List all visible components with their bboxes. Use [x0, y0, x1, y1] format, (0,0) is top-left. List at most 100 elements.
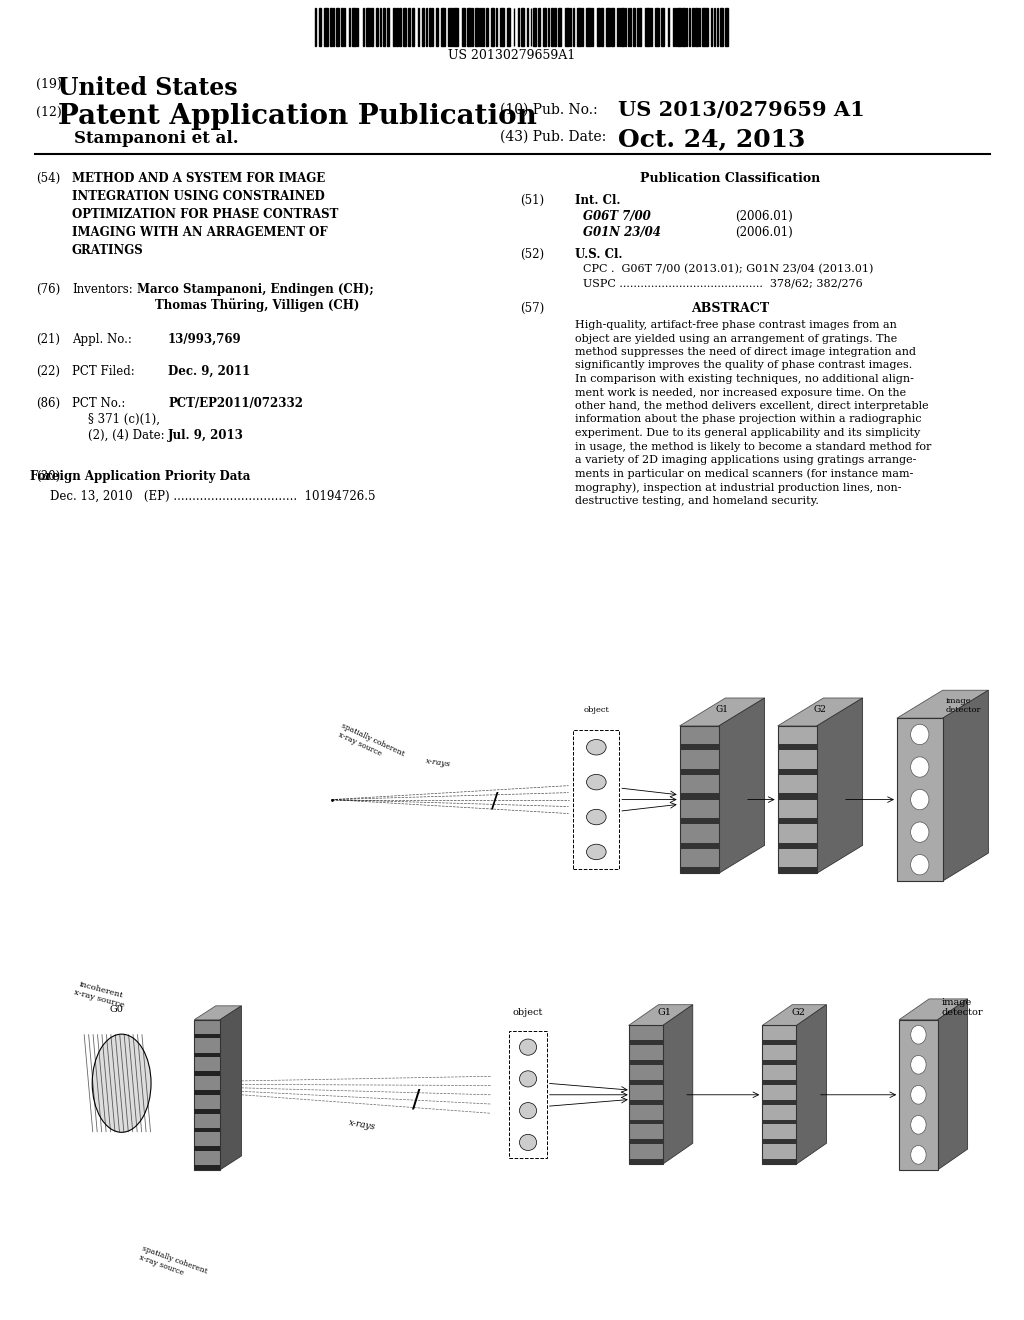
Text: G0: G0: [110, 1005, 123, 1014]
Text: (76): (76): [36, 282, 60, 296]
Text: (19): (19): [36, 78, 61, 91]
Text: Dec. 9, 2011: Dec. 9, 2011: [168, 366, 250, 378]
Bar: [422, 8, 424, 46]
Bar: [601, 8, 603, 46]
Bar: [387, 8, 389, 46]
Bar: [436, 8, 438, 46]
Text: (51): (51): [520, 194, 544, 207]
Bar: [366, 8, 370, 46]
Text: In comparison with existing techniques, no additional align-: In comparison with existing techniques, …: [575, 374, 913, 384]
Bar: [453, 8, 458, 46]
Polygon shape: [762, 1040, 797, 1045]
Text: 13/993,769: 13/993,769: [168, 333, 242, 346]
Text: § 371 (c)(1),: § 371 (c)(1),: [88, 413, 160, 426]
Text: PCT/EP2011/072332: PCT/EP2011/072332: [168, 397, 303, 411]
Bar: [490, 8, 494, 46]
Text: (30): (30): [36, 470, 60, 483]
Text: Thomas Thüring, Villigen (CH): Thomas Thüring, Villigen (CH): [155, 298, 359, 312]
Ellipse shape: [910, 725, 929, 744]
Bar: [475, 8, 477, 46]
Bar: [668, 8, 670, 46]
Bar: [587, 8, 591, 46]
Bar: [616, 8, 618, 46]
Bar: [440, 8, 445, 46]
Ellipse shape: [519, 1071, 537, 1086]
Ellipse shape: [910, 1085, 926, 1104]
Text: (12): (12): [36, 106, 61, 119]
Bar: [705, 8, 709, 46]
Polygon shape: [762, 1159, 797, 1164]
Polygon shape: [629, 1159, 663, 1164]
Text: Dec. 13, 2010   (EP) .................................  10194726.5: Dec. 13, 2010 (EP) .....................…: [50, 490, 376, 503]
Text: method suppresses the need of direct image integration and: method suppresses the need of direct ima…: [575, 347, 916, 356]
Ellipse shape: [910, 1026, 926, 1044]
Polygon shape: [195, 1127, 220, 1133]
Polygon shape: [629, 1026, 663, 1164]
Text: (57): (57): [520, 302, 544, 315]
Bar: [496, 8, 498, 46]
Polygon shape: [897, 718, 943, 880]
Text: experiment. Due to its general applicability and its simplicity: experiment. Due to its general applicabi…: [575, 428, 921, 438]
Polygon shape: [629, 1139, 663, 1144]
Polygon shape: [680, 726, 719, 874]
Bar: [451, 8, 452, 46]
Polygon shape: [680, 842, 719, 849]
Bar: [426, 8, 427, 46]
Bar: [534, 8, 537, 46]
Text: (21): (21): [36, 333, 60, 346]
Bar: [521, 8, 524, 46]
Bar: [383, 8, 385, 46]
Text: Patent Application Publication: Patent Application Publication: [58, 103, 537, 129]
Ellipse shape: [587, 809, 606, 825]
Polygon shape: [680, 768, 719, 775]
Bar: [645, 8, 649, 46]
Polygon shape: [719, 698, 765, 874]
Polygon shape: [680, 818, 719, 824]
Bar: [633, 8, 636, 46]
Polygon shape: [629, 1119, 663, 1125]
Polygon shape: [899, 1019, 938, 1170]
Polygon shape: [195, 1034, 220, 1039]
Polygon shape: [797, 1005, 826, 1164]
Polygon shape: [897, 690, 988, 718]
Bar: [356, 8, 358, 46]
Bar: [701, 8, 703, 46]
Polygon shape: [680, 698, 765, 726]
Text: U.S. Cl.: U.S. Cl.: [575, 248, 623, 261]
Polygon shape: [777, 744, 817, 751]
Bar: [330, 8, 332, 46]
Text: significantly improves the quality of phase contrast images.: significantly improves the quality of ph…: [575, 360, 912, 371]
Polygon shape: [777, 867, 817, 874]
Ellipse shape: [519, 1134, 537, 1151]
Text: /: /: [412, 1088, 420, 1111]
Bar: [577, 8, 581, 46]
Text: a variety of 2D imaging applications using gratings arrange-: a variety of 2D imaging applications usi…: [575, 455, 916, 465]
Text: Inventors:: Inventors:: [72, 282, 133, 296]
Polygon shape: [762, 1005, 826, 1026]
Polygon shape: [629, 1080, 663, 1085]
Text: High-quality, artifact-free phase contrast images from an: High-quality, artifact-free phase contra…: [575, 319, 897, 330]
Ellipse shape: [910, 1056, 926, 1074]
Bar: [318, 8, 321, 46]
Polygon shape: [777, 842, 817, 849]
Ellipse shape: [519, 1102, 537, 1119]
Polygon shape: [195, 1146, 220, 1151]
Polygon shape: [777, 793, 817, 800]
Bar: [413, 8, 415, 46]
Bar: [396, 8, 398, 46]
Bar: [639, 8, 641, 46]
Polygon shape: [680, 793, 719, 800]
Text: spatially coherent
x-ray source: spatially coherent x-ray source: [137, 1245, 208, 1284]
Polygon shape: [195, 1006, 242, 1019]
Bar: [551, 8, 553, 46]
Text: incoherent
x-ray source: incoherent x-ray source: [73, 979, 128, 1010]
Bar: [402, 8, 406, 46]
Text: CPC .  G06T 7/00 (2013.01); G01N 23/04 (2013.01): CPC . G06T 7/00 (2013.01); G01N 23/04 (2…: [583, 264, 873, 275]
Polygon shape: [680, 867, 719, 874]
Ellipse shape: [910, 822, 929, 842]
Bar: [695, 8, 698, 46]
Bar: [725, 8, 728, 46]
Text: x-rays: x-rays: [348, 1118, 377, 1131]
Bar: [720, 8, 723, 46]
Text: ments in particular on medical scanners (for instance mam-: ments in particular on medical scanners …: [575, 469, 913, 479]
